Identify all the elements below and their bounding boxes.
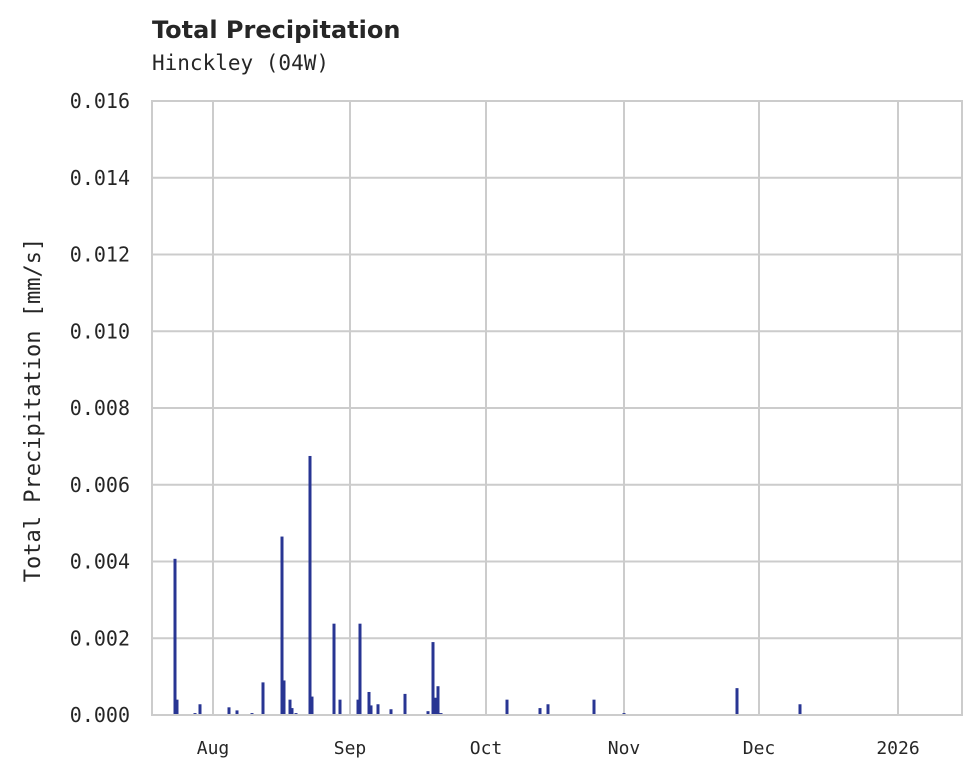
precipitation-bar [358, 623, 362, 715]
precipitation-bar [173, 558, 177, 715]
chart-title: Total Precipitation [152, 16, 401, 44]
x-tick-label: Aug [197, 738, 230, 759]
precipitation-bar [433, 697, 437, 715]
precipitation-bar [367, 691, 371, 715]
precipitation-bar [369, 705, 373, 715]
precipitation-bar [280, 536, 284, 715]
y-tick-label: 0.000 [70, 703, 130, 727]
chart-subtitle: Hinckley (04W) [152, 51, 330, 75]
precipitation-bar [403, 693, 407, 715]
precipitation-bar [308, 455, 312, 715]
precipitation-bar [436, 686, 440, 715]
plot-frame [151, 100, 963, 716]
precipitation-bar [288, 699, 292, 715]
precipitation-bar [310, 696, 314, 715]
precipitation-bar [356, 699, 360, 715]
y-tick-label: 0.012 [70, 243, 130, 267]
x-tick-label: Nov [608, 738, 641, 759]
y-axis-ticks: 0.000 0.002 0.004 0.006 0.008 0.010 0.012 0.014… [70, 89, 130, 727]
precipitation-bar [261, 682, 265, 715]
y-axis-label: Total Precipitation [mm/s] [21, 238, 46, 582]
precipitation-bar [338, 699, 342, 715]
y-tick-label: 0.008 [70, 396, 130, 420]
y-tick-label: 0.014 [70, 166, 130, 190]
y-tick-label: 0.002 [70, 626, 130, 650]
precipitation-bar [735, 688, 739, 715]
precipitation-bar [198, 704, 202, 715]
x-axis-ticks: Aug Sep Oct Nov Dec 2026 [197, 738, 920, 759]
x-tick-label: 2026 [876, 738, 919, 759]
precipitation-bar [175, 699, 179, 715]
x-tick-label: Sep [334, 738, 367, 759]
y-tick-label: 0.016 [70, 89, 130, 113]
precipitation-bar [290, 708, 294, 715]
precipitation-bar [332, 623, 336, 715]
y-tick-label: 0.006 [70, 473, 130, 497]
precipitation-bar [282, 680, 286, 715]
x-tick-label: Oct [470, 738, 503, 759]
precipitation-bar [592, 699, 596, 715]
precipitation-bar [227, 707, 231, 715]
precipitation-bar [505, 699, 509, 715]
precipitation-bar [798, 704, 802, 715]
precipitation-bar [546, 704, 550, 715]
precipitation-bar [431, 642, 435, 715]
precipitation-bar [426, 711, 430, 715]
y-tick-label: 0.004 [70, 550, 130, 574]
precipitation-bar [389, 709, 393, 715]
precipitation-bar [235, 710, 239, 715]
precipitation-bar [538, 708, 542, 715]
precipitation-bars [173, 455, 802, 715]
precipitation-bar [376, 704, 380, 715]
gridlines [152, 100, 962, 716]
x-tick-label: Dec [743, 738, 776, 759]
y-tick-label: 0.010 [70, 319, 130, 343]
